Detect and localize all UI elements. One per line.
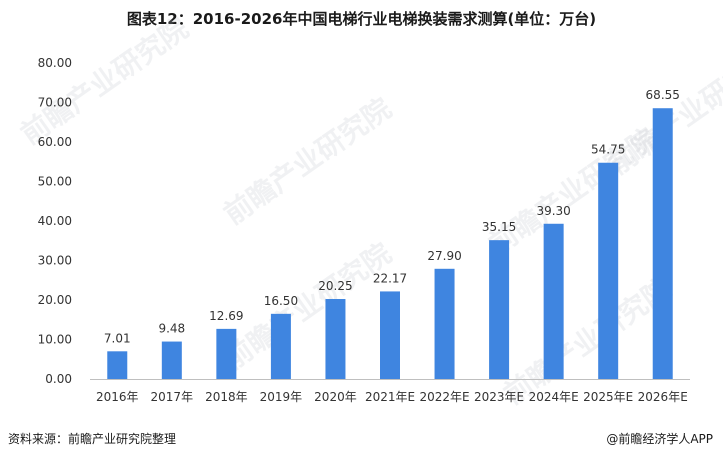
- bar: [325, 299, 346, 379]
- bar: [434, 268, 455, 379]
- y-tick-label: 60.00: [38, 135, 72, 149]
- x-tick-label: 2017年: [151, 390, 194, 404]
- bar: [161, 341, 182, 379]
- bar: [380, 291, 400, 379]
- bar: [216, 328, 237, 379]
- data-label: 20.25: [318, 279, 352, 293]
- x-tick-label: 2018年: [205, 390, 248, 404]
- x-tick-label: 2016年: [96, 390, 139, 404]
- x-tick-label: 2023年E: [474, 390, 524, 404]
- data-label: 68.55: [646, 88, 680, 102]
- data-label: 39.30: [536, 204, 570, 218]
- y-tick-label: 40.00: [38, 214, 72, 228]
- data-label: 27.90: [427, 249, 461, 263]
- x-tick-label: 2026年E: [638, 390, 688, 404]
- bar: [598, 162, 619, 379]
- bar: [543, 223, 564, 379]
- credit-note: @前瞻经济学人APP: [606, 432, 713, 446]
- chart-title: 图表12：2016-2026年中国电梯行业电梯换装需求测算(单位：万台): [126, 10, 597, 28]
- y-tick-label: 50.00: [38, 175, 72, 189]
- x-tick-label: 2025年E: [583, 390, 633, 404]
- data-label: 16.50: [264, 294, 298, 308]
- source-note: 资料来源：前瞻产业研究院整理: [8, 432, 177, 446]
- x-tick-label: 2022年E: [419, 390, 469, 404]
- bar: [270, 313, 291, 379]
- data-label: 35.15: [482, 220, 516, 234]
- y-tick-label: 80.00: [38, 56, 72, 70]
- bar: [489, 240, 510, 379]
- data-label: 22.17: [373, 271, 407, 285]
- y-tick-label: 20.00: [38, 293, 72, 307]
- y-tick-label: 0.00: [45, 372, 72, 386]
- bar: [107, 351, 128, 379]
- y-tick-label: 10.00: [38, 333, 72, 347]
- data-label: 9.48: [158, 322, 185, 336]
- bar: [652, 108, 673, 379]
- x-tick-label: 2024年E: [529, 390, 579, 404]
- data-label: 54.75: [591, 143, 625, 157]
- y-tick-label: 70.00: [38, 96, 72, 110]
- x-tick-label: 2019年: [260, 390, 303, 404]
- x-tick-label: 2021年E: [365, 390, 415, 404]
- x-tick-label: 2020年: [314, 390, 357, 404]
- y-tick-label: 30.00: [38, 254, 72, 268]
- data-label: 7.01: [104, 331, 131, 345]
- data-label: 12.69: [209, 309, 243, 323]
